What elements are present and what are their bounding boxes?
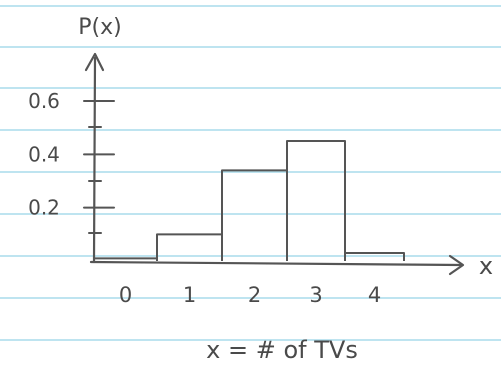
x-tick-labels: 0 1 2 3 4 xyxy=(119,283,381,307)
x-tick-label: 3 xyxy=(309,283,322,307)
x-axis-arrow-icon xyxy=(448,254,465,276)
x-tick-label: 4 xyxy=(368,283,381,307)
x-axis-caption: x = # of TVs xyxy=(206,336,358,364)
y-axis-arrow-icon xyxy=(84,52,105,72)
y-minor-ticks xyxy=(88,126,102,234)
x-tick-label: 2 xyxy=(248,283,261,307)
y-axis-label: P(x) xyxy=(78,15,121,40)
y-axis-line xyxy=(92,56,97,264)
histogram-bar xyxy=(221,169,288,261)
histogram-bars xyxy=(93,140,405,261)
histogram-bar xyxy=(286,140,346,261)
y-tick-label: 0.2 xyxy=(28,196,60,220)
y-tick-label: 0.6 xyxy=(28,89,60,113)
x-tick-label: 1 xyxy=(183,283,196,307)
axes xyxy=(84,52,465,276)
histogram-bar xyxy=(156,233,223,261)
y-tick-label: 0.4 xyxy=(28,142,60,166)
histogram-bar xyxy=(93,257,158,261)
histogram-bar xyxy=(344,252,405,261)
x-tick-label: 0 xyxy=(119,283,132,307)
y-ticks: 0.6 0.4 0.2 xyxy=(28,89,115,220)
x-axis-label: x xyxy=(479,252,493,280)
ruled-lines xyxy=(0,5,501,341)
x-axis-line xyxy=(89,260,464,267)
